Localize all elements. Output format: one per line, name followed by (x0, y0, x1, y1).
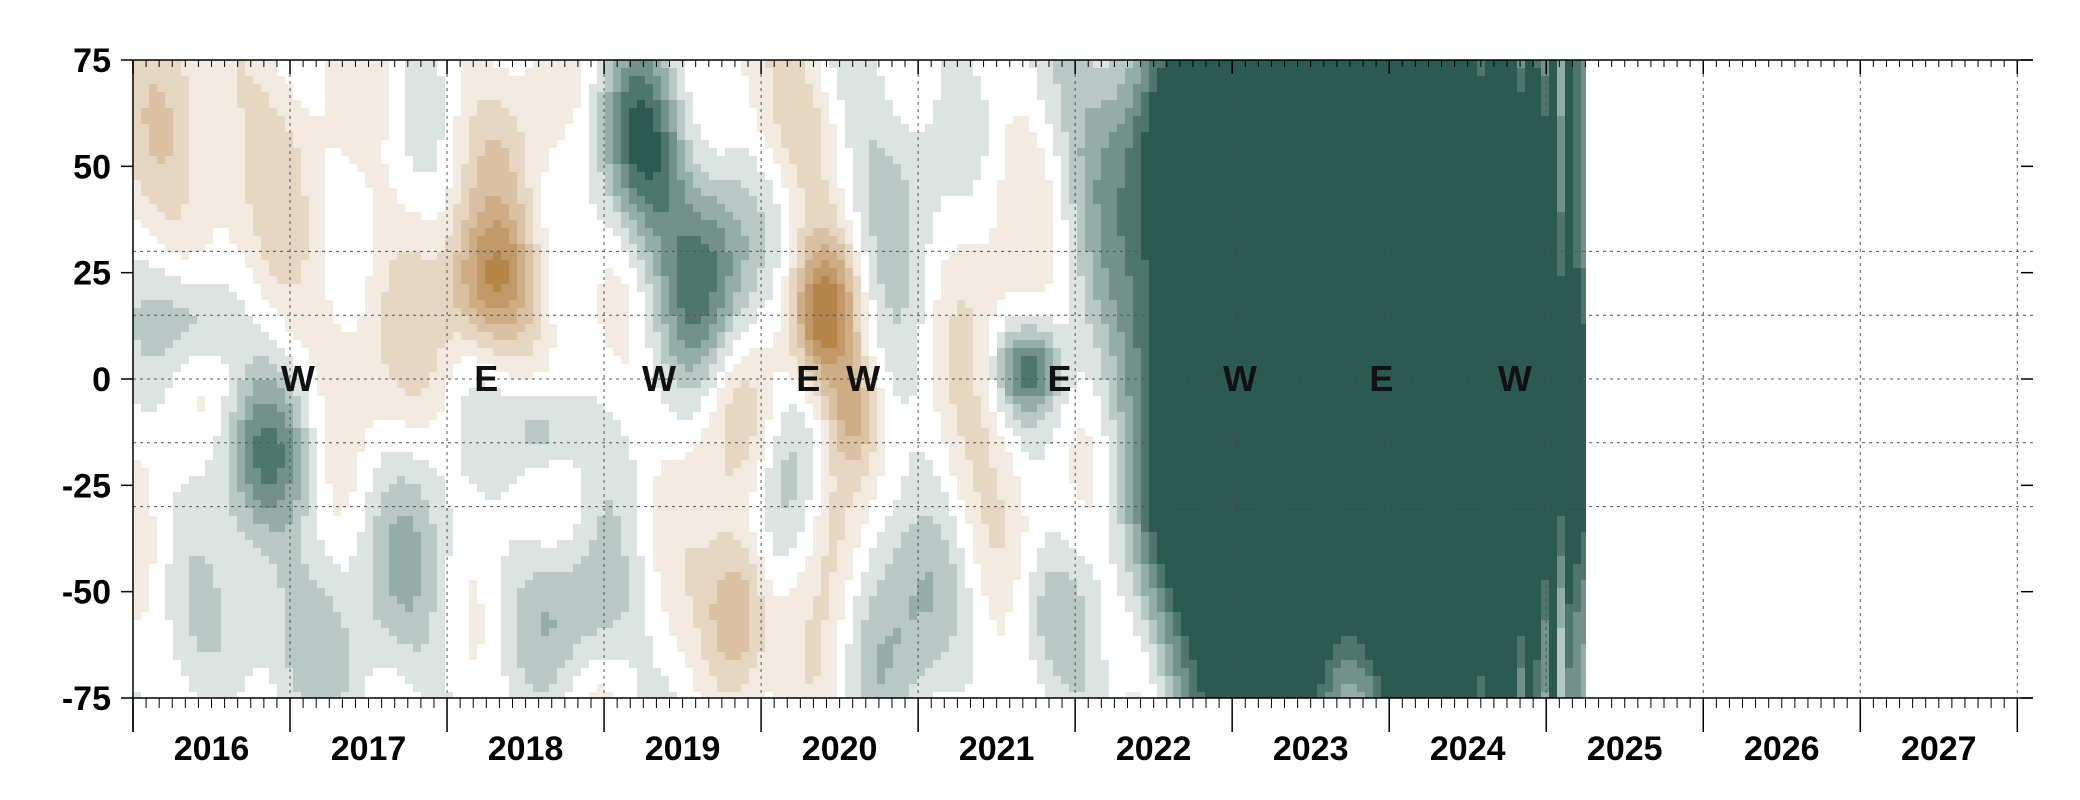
x-tick-label: 2021 (959, 730, 1035, 768)
phase-label-e: E (1047, 358, 1071, 399)
y-axis: 75 50 25 0 -25 -50 -75 (62, 42, 2033, 718)
x-tick-label: 2024 (1430, 730, 1506, 768)
y-tick-label: -25 (62, 467, 111, 505)
x-tick-label: 2018 (488, 730, 564, 768)
x-tick-label: 2026 (1744, 730, 1820, 768)
x-axis: 2016 2017 2018 2019 2020 2021 2022 2023 2024 2025… (132, 60, 2019, 768)
phase-label-e: E (474, 358, 498, 399)
x-tick-label: 2020 (802, 730, 878, 768)
phase-label-w: W (281, 358, 315, 399)
anomaly-field (133, 60, 1586, 698)
phase-label-w: W (1223, 358, 1257, 399)
grid-lines (133, 60, 2033, 698)
x-tick-label: 2027 (1901, 730, 1977, 768)
phase-label-e: E (796, 358, 820, 399)
y-tick-label: 75 (73, 42, 111, 80)
x-tick-label: 2023 (1273, 730, 1349, 768)
x-tick-label: 2017 (331, 730, 407, 768)
y-tick-label: -50 (62, 574, 111, 612)
y-tick-label: -75 (62, 680, 111, 718)
phase-label-e: E (1369, 358, 1393, 399)
x-tick-label: 2025 (1587, 730, 1663, 768)
x-tick-label: 2016 (174, 730, 250, 768)
x-tick-label: 2019 (645, 730, 721, 768)
y-tick-label: 25 (73, 255, 111, 293)
phase-label-w: W (846, 358, 880, 399)
x-tick-label: 2022 (1116, 730, 1192, 768)
y-tick-label: 50 (73, 148, 111, 186)
phase-label-w: W (1498, 358, 1532, 399)
phase-label-w: W (642, 358, 676, 399)
y-tick-label: 0 (92, 361, 111, 399)
